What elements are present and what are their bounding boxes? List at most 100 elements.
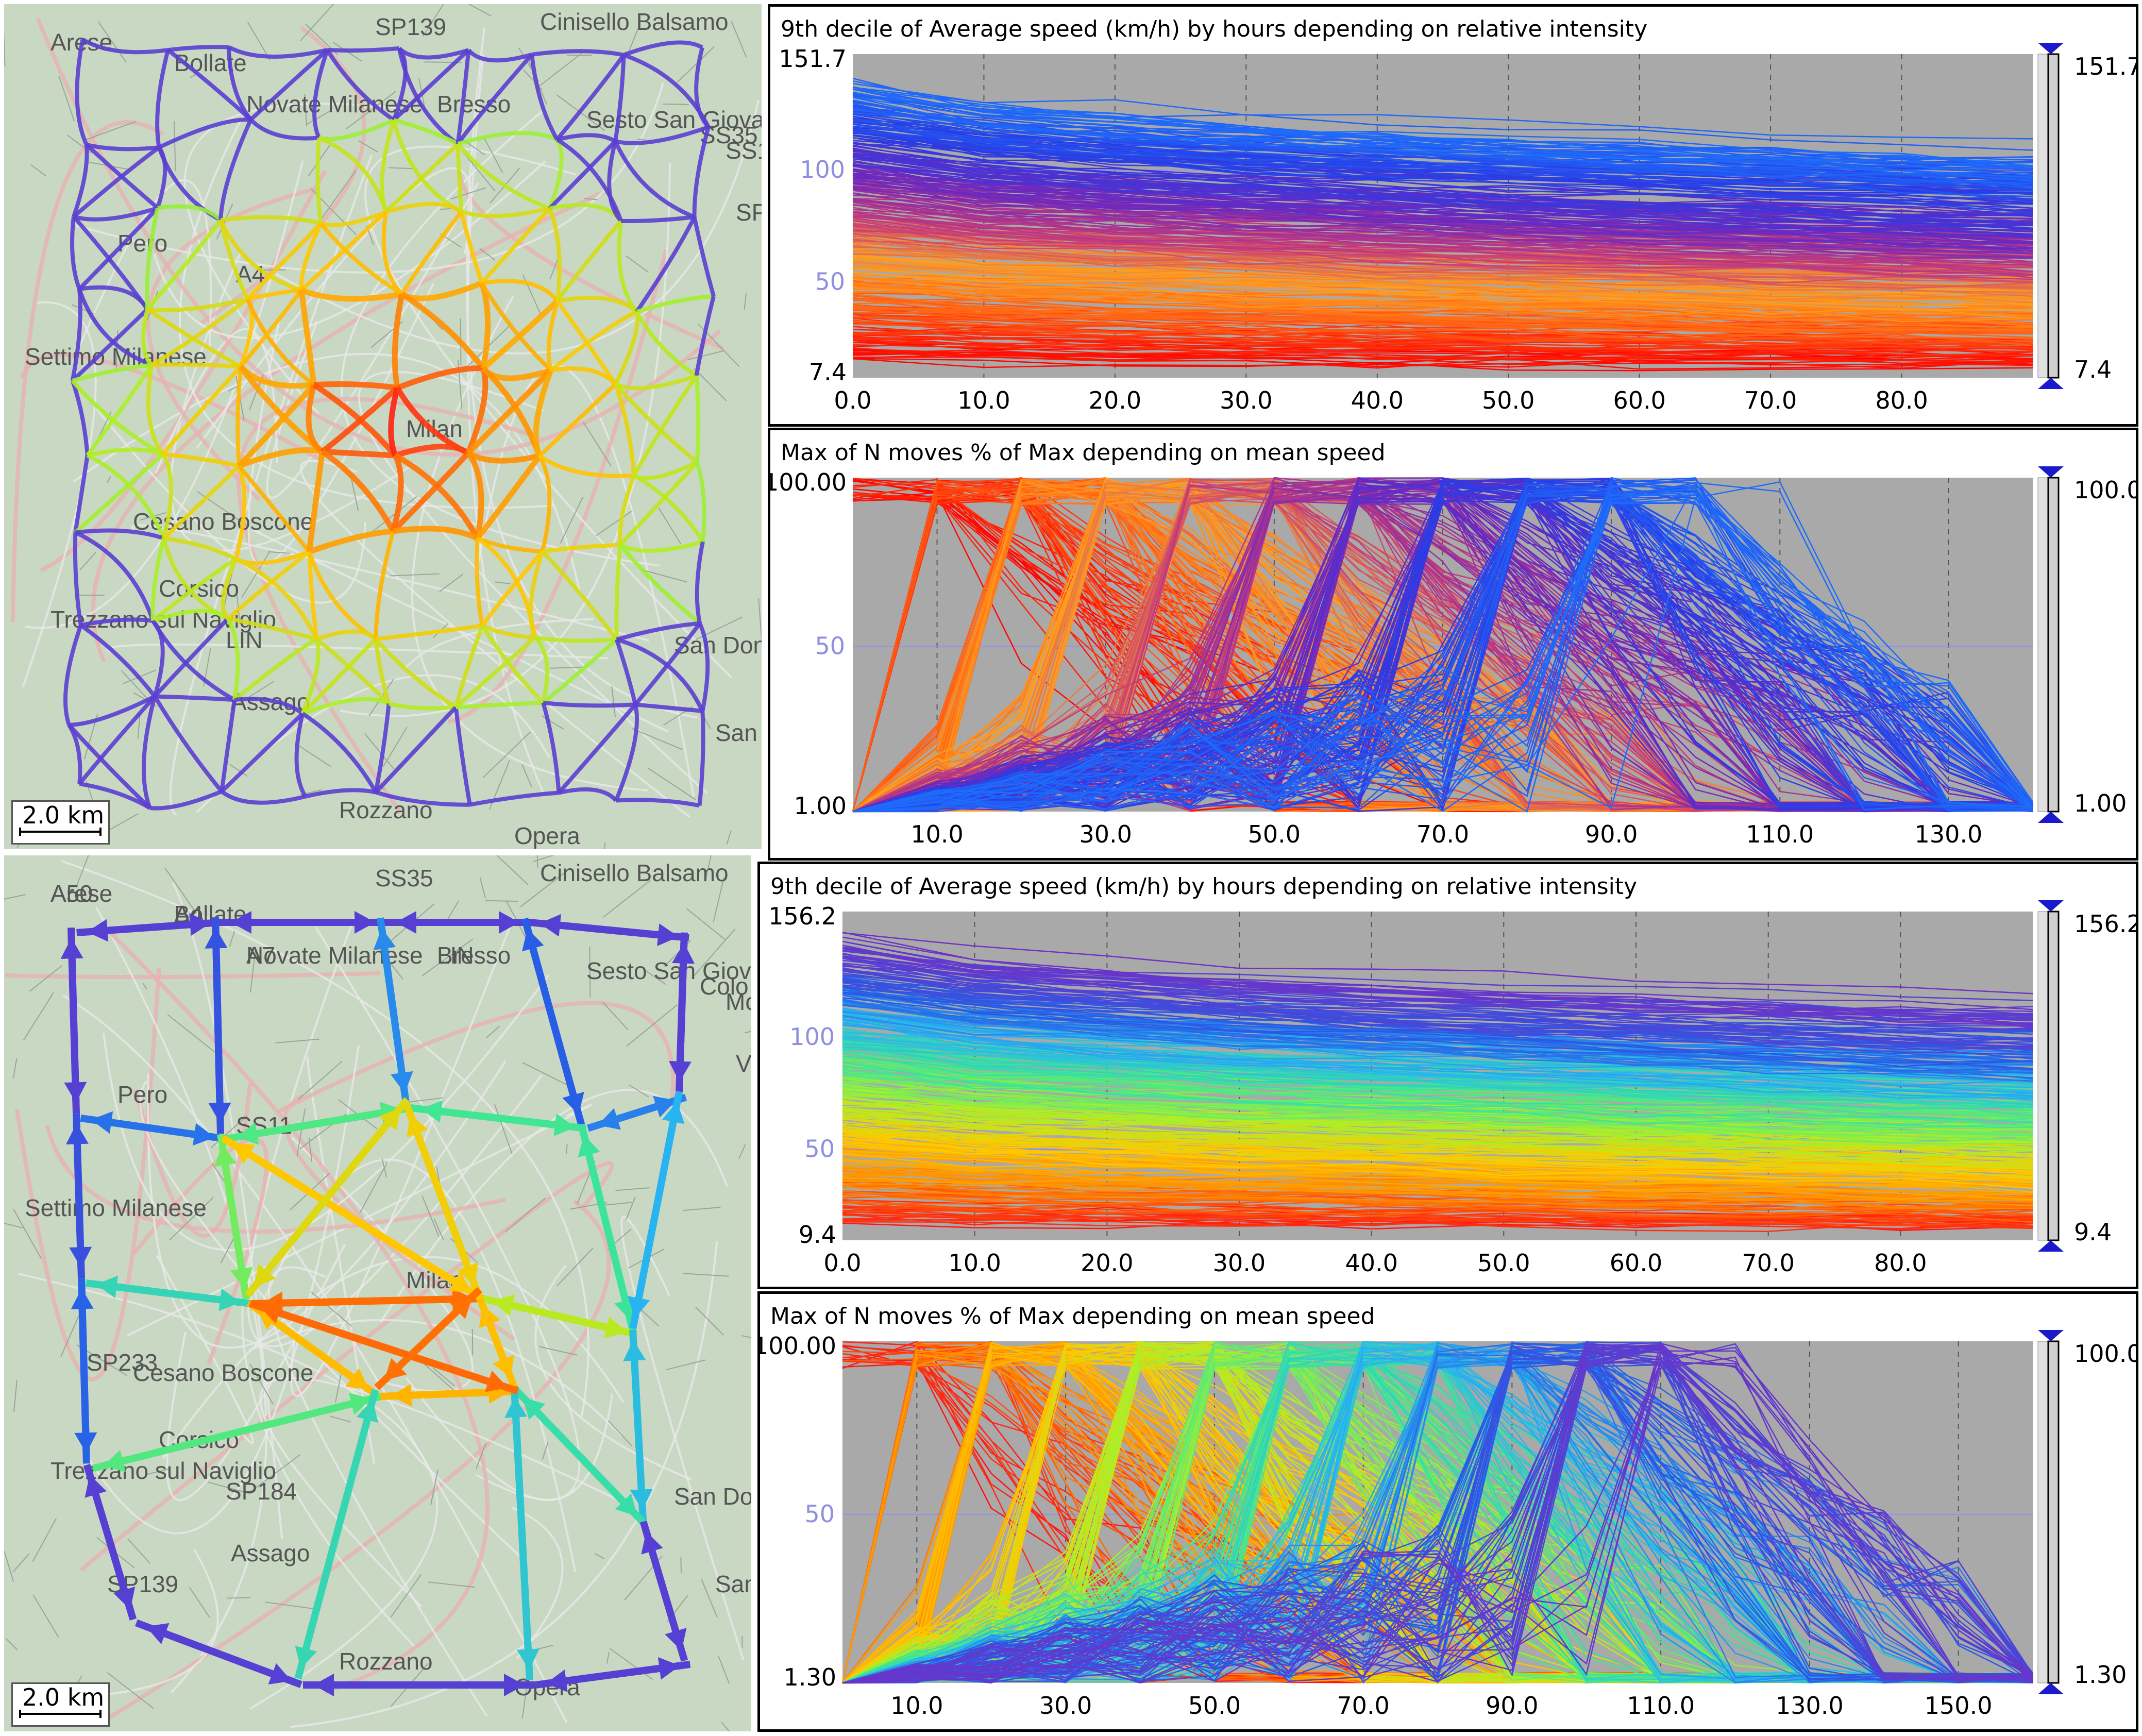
series-line — [842, 1121, 2033, 1165]
flow-curve — [633, 474, 705, 543]
x-tick-label: 10.0 — [948, 1249, 1001, 1277]
series-line — [842, 1138, 2033, 1189]
series-line — [842, 1202, 2033, 1226]
cell-border — [565, 1144, 568, 1154]
flow-curve — [322, 448, 396, 459]
map-place-label: Bresso — [437, 942, 511, 969]
map-bottom[interactable]: Arese Bollate Novate Milanese Bresso Cinisel… — [4, 855, 751, 1731]
flow-curve — [162, 452, 240, 468]
series-line — [842, 1219, 2033, 1230]
cell-border — [738, 1143, 746, 1159]
flow-curve — [533, 369, 554, 457]
flow-curve — [617, 221, 638, 313]
flow-arrow-head — [85, 1475, 107, 1498]
x-tick-label: 40.0 — [1345, 1249, 1397, 1277]
cell-border — [439, 574, 464, 592]
flow-curve — [374, 638, 391, 704]
series-line — [852, 144, 2033, 217]
series-line — [842, 1077, 2033, 1130]
flow-curve — [533, 636, 549, 703]
series-line — [852, 298, 2033, 331]
cell-border — [704, 855, 712, 882]
flow-curve — [235, 557, 318, 641]
cell-border — [169, 1196, 214, 1241]
flow-curve — [71, 308, 149, 382]
flow-curve — [375, 623, 483, 641]
cell-border — [249, 1364, 274, 1405]
series-line — [842, 1021, 2033, 1092]
flow-curve — [547, 138, 564, 210]
cell-border — [541, 715, 564, 730]
flow-curve — [234, 697, 304, 715]
series-line — [842, 1007, 2033, 1088]
road — [268, 1266, 488, 1717]
flow-arrow-head — [103, 1450, 126, 1472]
cell-border — [629, 1084, 649, 1098]
flow-arrow-head — [379, 1107, 401, 1131]
series-group — [852, 477, 2034, 813]
x-tick-label: 60.0 — [1613, 386, 1665, 414]
series-line — [852, 106, 2033, 188]
y-tick-label: 100 — [800, 156, 845, 183]
cell-border — [296, 1108, 306, 1157]
series-line — [852, 217, 2033, 280]
flow-curve — [249, 48, 329, 122]
flow-curve — [394, 453, 480, 540]
cell-border — [536, 855, 538, 868]
scale-bar-label: 2.0 km — [22, 802, 104, 829]
flow-curve — [150, 297, 249, 367]
cell-border — [407, 1097, 444, 1103]
flow-curve — [218, 220, 249, 300]
y-min-label: 1.00 — [794, 792, 847, 820]
series-line — [852, 156, 2033, 235]
map-top[interactable]: Arese Bollate Novate Milanese Bresso Cinisel… — [4, 4, 762, 849]
cell-border — [58, 76, 75, 122]
road — [155, 328, 278, 474]
series-line — [842, 1361, 2033, 1684]
cell-border — [611, 686, 616, 717]
road — [94, 1199, 611, 1728]
flow-curve — [78, 206, 159, 291]
cell-border — [85, 121, 136, 141]
map-place-label: San Giuliano Milanese — [715, 1571, 751, 1597]
road — [20, 352, 323, 462]
cell-border — [721, 1722, 730, 1731]
series-line — [842, 965, 2033, 1015]
flow-curve — [167, 45, 229, 53]
cell-border — [32, 1518, 57, 1562]
series-line — [842, 1046, 2033, 1099]
flow-curve — [394, 444, 470, 459]
flow-curve — [558, 787, 618, 802]
series-line — [842, 1361, 2033, 1684]
flow-curve — [151, 362, 241, 369]
flow-curve — [390, 454, 404, 532]
cell-border — [4, 1551, 14, 1582]
cell-border — [32, 1594, 59, 1638]
map-place-label: Mon — [726, 988, 751, 1015]
flow-curve — [557, 703, 637, 795]
series-line — [842, 1159, 2033, 1201]
flow-curve — [142, 696, 157, 809]
cell-border — [582, 422, 612, 467]
flow-arrow-head — [205, 928, 228, 949]
flow-arrow-head — [522, 1397, 546, 1420]
cell-border — [428, 1581, 475, 1588]
series-line — [842, 1346, 2033, 1684]
series-line — [852, 478, 2033, 813]
flow-curve — [692, 216, 716, 297]
flow-curve — [69, 694, 156, 727]
series-line — [852, 486, 2033, 813]
cell-border — [615, 1187, 650, 1191]
x-tick-label: 40.0 — [1351, 386, 1404, 414]
flow-curve — [151, 557, 238, 622]
road — [156, 1255, 254, 1444]
flow-arrow — [262, 1294, 484, 1307]
flow-curve — [694, 375, 701, 463]
range-slider-top-handle — [2038, 1330, 2064, 1341]
road — [161, 1256, 624, 1459]
series-line — [842, 969, 2033, 1055]
series-line — [852, 209, 2033, 266]
map-place-label: Cinisello Balsamo — [540, 859, 729, 886]
